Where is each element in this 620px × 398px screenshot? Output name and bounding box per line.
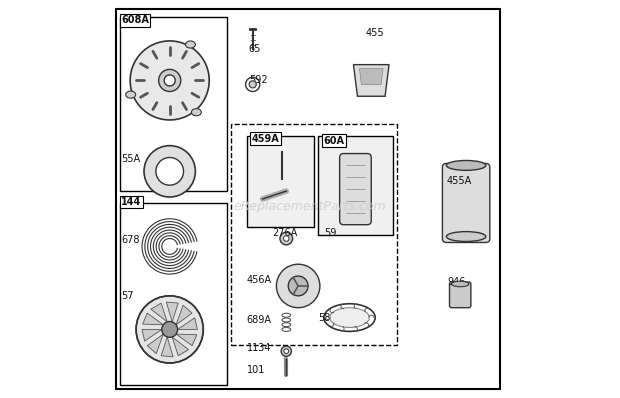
Polygon shape bbox=[353, 64, 389, 96]
Text: 678: 678 bbox=[121, 236, 140, 246]
Text: eReplacementParts.com: eReplacementParts.com bbox=[234, 201, 386, 213]
Polygon shape bbox=[176, 305, 192, 325]
Text: 60A: 60A bbox=[323, 136, 344, 146]
Text: 608A: 608A bbox=[121, 15, 149, 25]
Circle shape bbox=[280, 232, 293, 245]
Circle shape bbox=[164, 75, 175, 86]
Text: 459A: 459A bbox=[252, 134, 279, 144]
Text: 689A: 689A bbox=[247, 314, 272, 324]
Text: 55A: 55A bbox=[121, 154, 140, 164]
Text: 455A: 455A bbox=[446, 176, 472, 186]
Polygon shape bbox=[172, 337, 188, 356]
Circle shape bbox=[249, 81, 256, 88]
Text: 65: 65 bbox=[249, 44, 261, 54]
Ellipse shape bbox=[330, 308, 370, 328]
Circle shape bbox=[284, 349, 289, 353]
Circle shape bbox=[281, 346, 291, 356]
Text: 144: 144 bbox=[121, 197, 141, 207]
Bar bbox=[247, 136, 314, 227]
Ellipse shape bbox=[446, 160, 486, 170]
Text: 1134: 1134 bbox=[247, 343, 272, 353]
FancyBboxPatch shape bbox=[450, 282, 471, 308]
Ellipse shape bbox=[451, 281, 469, 287]
Text: 455: 455 bbox=[365, 28, 384, 38]
Circle shape bbox=[136, 296, 203, 363]
Text: 58A: 58A bbox=[318, 312, 337, 322]
Ellipse shape bbox=[192, 109, 202, 116]
Polygon shape bbox=[142, 330, 162, 341]
Circle shape bbox=[144, 146, 195, 197]
Circle shape bbox=[130, 41, 209, 120]
FancyBboxPatch shape bbox=[443, 164, 490, 242]
Bar bbox=[120, 203, 227, 385]
Circle shape bbox=[159, 69, 181, 92]
Polygon shape bbox=[166, 302, 178, 322]
FancyBboxPatch shape bbox=[340, 154, 371, 225]
Bar bbox=[231, 124, 397, 345]
Bar bbox=[318, 136, 393, 234]
Circle shape bbox=[283, 236, 289, 241]
Text: 101: 101 bbox=[247, 365, 265, 375]
Circle shape bbox=[156, 158, 184, 185]
Bar bbox=[120, 17, 227, 191]
Polygon shape bbox=[177, 318, 197, 330]
Text: 946: 946 bbox=[447, 277, 466, 287]
Polygon shape bbox=[176, 334, 197, 346]
Text: 59: 59 bbox=[324, 228, 336, 238]
Polygon shape bbox=[143, 313, 163, 325]
Ellipse shape bbox=[185, 41, 195, 48]
Text: 276A: 276A bbox=[272, 228, 298, 238]
Polygon shape bbox=[148, 334, 163, 353]
Polygon shape bbox=[360, 68, 383, 84]
Polygon shape bbox=[161, 337, 173, 357]
Text: 592: 592 bbox=[249, 76, 267, 86]
Polygon shape bbox=[151, 303, 167, 322]
Text: 456A: 456A bbox=[247, 275, 272, 285]
Circle shape bbox=[162, 322, 177, 338]
Circle shape bbox=[246, 77, 260, 92]
Circle shape bbox=[288, 276, 308, 296]
Ellipse shape bbox=[126, 91, 136, 98]
Ellipse shape bbox=[324, 304, 375, 332]
Circle shape bbox=[277, 264, 320, 308]
Ellipse shape bbox=[446, 232, 486, 242]
Text: 57: 57 bbox=[121, 291, 133, 301]
